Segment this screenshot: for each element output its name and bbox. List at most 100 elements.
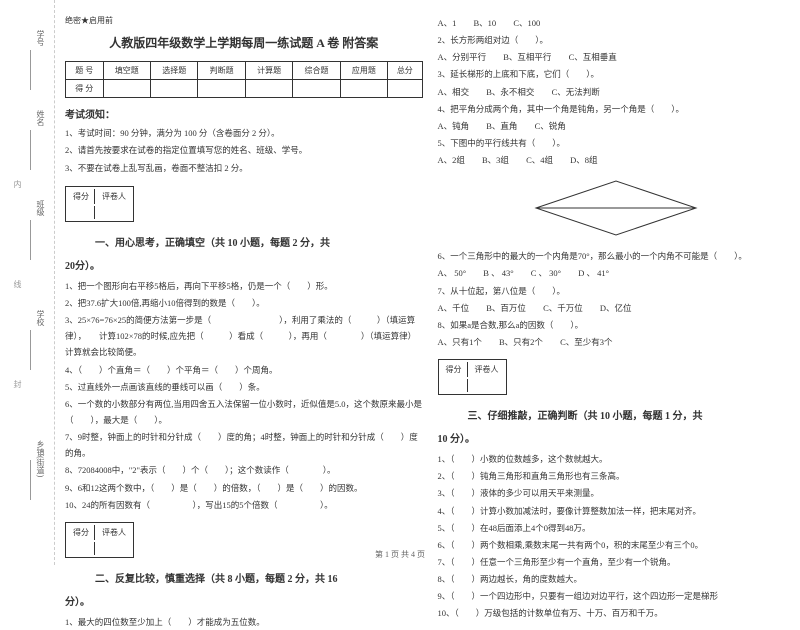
opt: D 、 41° [578, 265, 609, 281]
q: 4、（ ）个直角＝（ ）个平角＝（ ）个周角。 [65, 362, 423, 378]
opt: B、只有2个 [499, 334, 543, 350]
notice-item: 3、不要在试卷上乱写乱画，卷面不整洁扣 2 分。 [65, 161, 423, 176]
opt: C、100 [513, 15, 540, 31]
opts: A、千位 B、百万位 C、千万位 D、亿位 [438, 300, 796, 316]
section-1-pts: 20分）。 [65, 257, 423, 272]
section-1-title: 一、用心思考，正确填空（共 10 小题，每题 2 分，共 [65, 234, 423, 249]
q: 8、如果a是合数,那么a的因数（ ）。 [438, 317, 796, 333]
q: 10、24的所有因数有（ ），写出15的5个倍数（ ）。 [65, 497, 423, 513]
opt: C 、 30° [531, 265, 561, 281]
q: 8、72084008中，"2"表示（ ）个（ ）；这个数读作（ ）。 [65, 462, 423, 478]
td[interactable] [293, 80, 340, 98]
opt: B、永不相交 [486, 84, 534, 100]
q: 7、9时整，钟面上的时针和分针成（ ）度的角；4时整，钟面上的时针和分针成（ ）… [65, 429, 423, 461]
opt: A、钝角 [438, 118, 470, 134]
q: 3、（ ）液体的多少可以用天平来测量。 [438, 485, 796, 501]
opt: D、8组 [570, 152, 597, 168]
opt: B、互相平行 [503, 49, 551, 65]
label-id: 学号 [35, 30, 46, 46]
opts: A、只有1个 B、只有2个 C、至少有3个 [438, 334, 796, 350]
seal-char: 线 [12, 280, 23, 296]
td: 得分 [68, 525, 95, 540]
td[interactable] [388, 80, 422, 98]
td[interactable] [340, 80, 387, 98]
section-3-title: 三、仔细推敲，正确判断（共 10 小题，每题 1 分，共 [438, 407, 796, 422]
notice-item: 2、请首先按要求在试卷的指定位置填写您的姓名、班级、学号。 [65, 143, 423, 158]
q: 5、过直线外一点画该直线的垂线可以画（ ）条。 [65, 379, 423, 395]
label-town: 乡镇(街道) [35, 440, 46, 477]
opt: A、千位 [438, 300, 470, 316]
underline [30, 460, 31, 500]
q: 2、长方形两组对边（ ）。 [438, 32, 796, 48]
binding-margin: 学号 姓名 班级 学校 乡镇(街道) 内 线 封 [0, 0, 55, 565]
q: 7、从十位起，第八位是（ ）。 [438, 283, 796, 299]
th: 选择题 [151, 62, 198, 80]
label-class: 班级 [35, 200, 46, 216]
q: 5、下图中的平行线共有（ ）。 [438, 135, 796, 151]
td: 得 分 [66, 80, 104, 98]
q: 6、一个数的小数部分有两位,当用四舍五入法保留一位小数时，近似值是5.0，这个数… [65, 396, 423, 428]
td[interactable] [103, 80, 150, 98]
opt: B、3组 [482, 152, 509, 168]
th: 应用题 [340, 62, 387, 80]
td[interactable] [198, 80, 245, 98]
section-3-pts: 10 分）。 [438, 430, 796, 445]
td[interactable] [151, 80, 198, 98]
td: 评卷人 [97, 525, 131, 540]
opt: B 、 43° [483, 265, 513, 281]
page-content: 绝密★启用前 人教版四年级数学上学期每周一练试题 A 卷 附答案 题 号 填空题… [65, 15, 795, 545]
confidential-note: 绝密★启用前 [65, 15, 423, 26]
grader-box: 得分 评卷人 [65, 186, 134, 222]
td[interactable] [245, 80, 292, 98]
label-name: 姓名 [35, 110, 46, 126]
notice-title: 考试须知： [65, 106, 423, 121]
q: 4、（ ）计算小数加减法时，要像计算整数加法一样，把末尾对齐。 [438, 503, 796, 519]
opt: C、至少有3个 [560, 334, 612, 350]
opt: A、1 [438, 15, 457, 31]
td[interactable] [68, 206, 95, 219]
q: 10、（ ）万级包括的计数单位有万、十万、百万和千万。 [438, 605, 796, 621]
th: 总分 [388, 62, 422, 80]
td: 得分 [441, 362, 468, 377]
opts: A、 50° B 、 43° C 、 30° D 、 41° [438, 265, 796, 281]
underline [30, 50, 31, 90]
th: 计算题 [245, 62, 292, 80]
table-row: 题 号 填空题 选择题 判断题 计算题 综合题 应用题 总分 [66, 62, 423, 80]
seal-char: 内 [12, 180, 23, 196]
th: 填空题 [103, 62, 150, 80]
td[interactable] [97, 206, 131, 219]
opt: A、只有1个 [438, 334, 482, 350]
exam-title: 人教版四年级数学上学期每周一练试题 A 卷 附答案 [65, 34, 423, 51]
opt: D、亿位 [600, 300, 632, 316]
opt: A、 50° [438, 265, 467, 281]
right-column: A、1 B、10 C、100 2、长方形两组对边（ ）。 A、分别平行 B、互相… [438, 15, 796, 545]
td[interactable] [441, 379, 468, 392]
td[interactable] [470, 379, 504, 392]
opt: A、2组 [438, 152, 465, 168]
td: 评卷人 [470, 362, 504, 377]
td: 得分 [68, 189, 95, 204]
notice-item: 1、考试时间：90 分钟，满分为 100 分（含卷面分 2 分）。 [65, 126, 423, 141]
underline [30, 130, 31, 170]
q: 2、（ ）钝角三角形和直角三角形也有三条高。 [438, 468, 796, 484]
q: 4、把平角分成两个角，其中一个角是钝角，另一个角是（ ）。 [438, 101, 796, 117]
q: 2、把37.6扩大100倍,再缩小10倍得到的数是（ ）。 [65, 295, 423, 311]
q: 5、（ ）在48后面添上4个0得到48万。 [438, 520, 796, 536]
q: 3、延长梯形的上底和下底，它们（ ）。 [438, 66, 796, 82]
opt: A、相交 [438, 84, 470, 100]
score-table: 题 号 填空题 选择题 判断题 计算题 综合题 应用题 总分 得 分 [65, 61, 423, 98]
page-footer: 第 1 页 共 4 页 [0, 549, 800, 560]
opt: C、4组 [526, 152, 553, 168]
opt: B、百万位 [486, 300, 526, 316]
opt: C、锐角 [535, 118, 566, 134]
opt: A、分别平行 [438, 49, 487, 65]
q: 9、（ ）一个四边形中，只要有一组边对边平行，这个四边形一定是梯形 [438, 588, 796, 604]
q: 9、6和12这两个数中，（ ）是（ ）的倍数，（ ）是（ ）的因数。 [65, 480, 423, 496]
th: 判断题 [198, 62, 245, 80]
opts: A、钝角 B、直角 C、锐角 [438, 118, 796, 134]
q: 1、把一个图形向右平移5格后，再向下平移5格，仍是一个（ ）形。 [65, 278, 423, 294]
opt: C、无法判断 [552, 84, 600, 100]
opt: C、千万位 [543, 300, 583, 316]
rhombus-diagram [516, 173, 716, 243]
seal-char: 封 [12, 380, 23, 396]
